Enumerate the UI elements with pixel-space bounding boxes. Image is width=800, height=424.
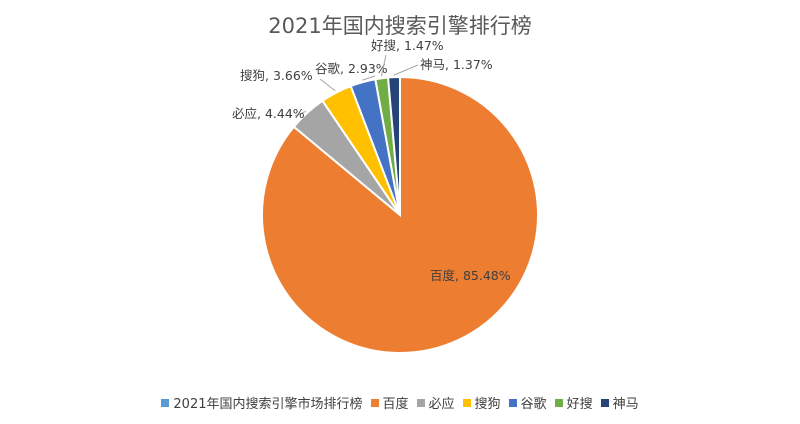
data-label-2: 必应, 4.44% [232,106,305,121]
legend-item-4: 搜狗 [462,393,501,412]
legend-label: 好搜 [566,397,593,412]
legend-label: 百度 [382,397,409,412]
leader-line-4 [362,75,376,81]
legend-swatch [600,398,609,407]
leader-line-2 [294,110,307,117]
chart-legend: 2021年国内搜索引擎市场排行榜 百度 必应 搜狗 谷歌 好搜 神马 [0,393,800,412]
leader-line-6 [393,64,419,76]
legend-swatch [508,398,517,407]
chart-title: 2021年国内搜索引擎排行榜 [268,14,532,38]
legend-item-3: 必应 [416,393,455,412]
legend-label: 必应 [428,397,455,412]
legend-item-7: 神马 [600,393,639,412]
legend-label: 神马 [612,397,639,412]
leader-line-3 [319,78,336,92]
legend-item-6: 好搜 [554,393,593,412]
legend-label: 谷歌 [520,397,547,412]
data-label-1: 百度, 85.48% [430,268,511,283]
data-label-5: 好搜, 1.47% [371,38,444,53]
legend-swatch [462,398,471,407]
legend-label: 搜狗 [474,397,501,412]
legend-item-5: 谷歌 [508,393,547,412]
pie-slice-6 [386,75,401,216]
legend-item-1: 2021年国内搜索引擎市场排行榜 [161,393,363,412]
legend-swatch [161,398,170,407]
legend-swatch [370,398,379,407]
legend-item-2: 百度 [370,393,409,412]
data-label-3: 搜狗, 3.66% [240,68,313,83]
data-label-4: 谷歌, 2.93% [315,61,388,76]
legend-swatch [554,398,563,407]
leader-line-5 [380,54,387,77]
legend-label: 2021年国内搜索引擎市场排行榜 [173,397,363,412]
legend-swatch [416,398,425,407]
data-label-6: 神马, 1.37% [420,57,493,72]
